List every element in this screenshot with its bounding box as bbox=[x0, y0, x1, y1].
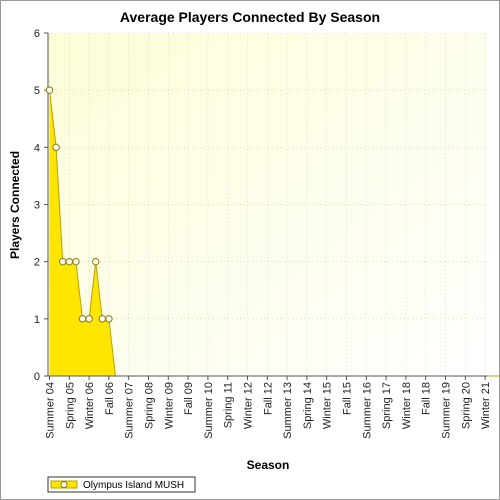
legend-box bbox=[47, 476, 196, 493]
x-tick-label: Summer 16 bbox=[361, 382, 373, 439]
x-tick-label: Fall 06 bbox=[104, 382, 116, 415]
y-tick-label: 3 bbox=[34, 200, 40, 212]
data-point bbox=[59, 257, 67, 266]
data-point bbox=[45, 86, 54, 94]
x-tick-label: Winter 12 bbox=[243, 382, 255, 429]
plot-area bbox=[48, 33, 487, 376]
x-tick-label: Winter 21 bbox=[480, 382, 492, 429]
x-tick-label: Spring 20 bbox=[460, 382, 472, 429]
series-markers bbox=[45, 86, 113, 323]
x-tick-label: Fall 18 bbox=[421, 382, 433, 415]
y-tick-label: 0 bbox=[34, 371, 40, 383]
x-tick-label: Summer 07 bbox=[124, 382, 136, 439]
x-tick-label: Fall 12 bbox=[262, 382, 274, 415]
y-tick-label: 5 bbox=[34, 85, 40, 97]
y-axis-title: Players Connected bbox=[8, 151, 22, 259]
data-point bbox=[98, 315, 107, 323]
y-tick-label: 2 bbox=[34, 257, 40, 269]
x-tick-label: Winter 09 bbox=[163, 382, 175, 429]
data-point bbox=[72, 257, 80, 266]
y-tick-label: 6 bbox=[34, 28, 40, 40]
x-tick-label: Summer 13 bbox=[282, 382, 294, 439]
data-point bbox=[65, 257, 74, 266]
x-tick-label: Spring 08 bbox=[144, 382, 156, 429]
x-tick-label: Winter 06 bbox=[84, 382, 96, 429]
data-point bbox=[78, 315, 87, 323]
legend-label: Olympus Island MUSH bbox=[83, 480, 184, 491]
data-point bbox=[85, 315, 93, 323]
x-axis-ticks: Summer 04 Spring 05 Winter 06 Fall 06 Summer… bbox=[45, 376, 500, 439]
x-tick-label: Summer 19 bbox=[441, 382, 453, 439]
data-point bbox=[92, 257, 100, 266]
chart-title: Average Players Connected By Season bbox=[120, 9, 380, 25]
x-tick-label: Spring 17 bbox=[381, 382, 393, 429]
x-axis-title: Season bbox=[247, 458, 290, 472]
x-tick-label: Summer 04 bbox=[45, 382, 57, 439]
x-tick-label: Fall 15 bbox=[342, 382, 354, 415]
x-tick-label: Fall 09 bbox=[183, 382, 195, 415]
x-tick-label: Spring 11 bbox=[223, 382, 235, 428]
x-tick-label: Winter 18 bbox=[401, 382, 413, 429]
y-tick-label: 1 bbox=[34, 314, 40, 326]
data-point bbox=[52, 143, 60, 152]
x-tick-label: Spring 05 bbox=[64, 382, 76, 429]
area-fill bbox=[49, 90, 500, 376]
legend: Olympus Island MUSH bbox=[47, 476, 196, 493]
data-point bbox=[105, 315, 113, 323]
x-tick-label: Winter 15 bbox=[322, 382, 334, 429]
legend-marker bbox=[60, 481, 68, 488]
x-tick-label: Summer 10 bbox=[203, 382, 215, 439]
y-axis-ticks: 0 1 2 3 4 5 6 bbox=[34, 28, 48, 383]
x-tick-label: Spring 14 bbox=[302, 382, 314, 429]
y-tick-label: 4 bbox=[34, 142, 40, 154]
